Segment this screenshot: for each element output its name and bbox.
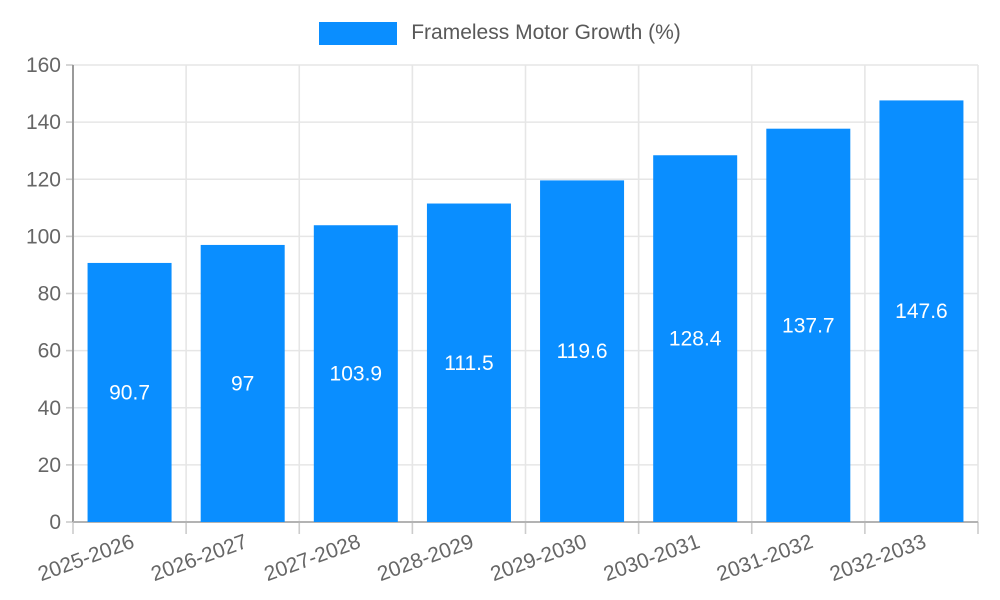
bar [313, 225, 398, 522]
bar [426, 203, 511, 522]
bar-value-label: 90.7 [109, 381, 150, 404]
x-tick-label: 2029-2030 [488, 530, 590, 586]
bar-value-label: 103.9 [330, 363, 383, 386]
bar [653, 155, 738, 522]
x-tick-label: 2031-2032 [714, 530, 816, 586]
y-tick-label: 100 [26, 225, 61, 248]
x-tick-label: 2028-2029 [374, 530, 476, 586]
x-tick-label: 2030-2031 [601, 530, 703, 586]
bar-value-label: 147.6 [895, 300, 948, 323]
x-tick-label: 2032-2033 [827, 530, 929, 586]
bar-value-label: 111.5 [444, 352, 493, 375]
bar [540, 180, 625, 522]
legend[interactable]: Frameless Motor Growth (%) [0, 21, 1000, 45]
legend-swatch [319, 21, 398, 45]
bar [879, 100, 964, 522]
bar-value-label: 119.6 [557, 340, 608, 363]
y-tick-label: 60 [38, 340, 61, 363]
bar [200, 244, 285, 522]
y-tick-label: 140 [26, 111, 61, 134]
legend-label: Frameless Motor Growth (%) [411, 21, 681, 44]
x-tick-label: 2027-2028 [261, 530, 363, 586]
x-tick-label: 2025-2026 [35, 530, 137, 586]
y-tick-label: 120 [26, 168, 61, 191]
y-tick-label: 20 [38, 454, 61, 477]
bar [87, 262, 172, 522]
bar-value-label: 97 [231, 372, 254, 395]
bar-value-label: 128.4 [669, 328, 722, 351]
y-tick-label: 40 [38, 397, 61, 420]
bar [766, 128, 851, 522]
bar-value-label: 137.7 [782, 314, 835, 337]
y-tick-label: 80 [38, 283, 61, 306]
x-tick-label: 2026-2027 [148, 530, 250, 586]
y-tick-label: 160 [26, 54, 61, 77]
y-tick-label: 0 [49, 511, 61, 534]
